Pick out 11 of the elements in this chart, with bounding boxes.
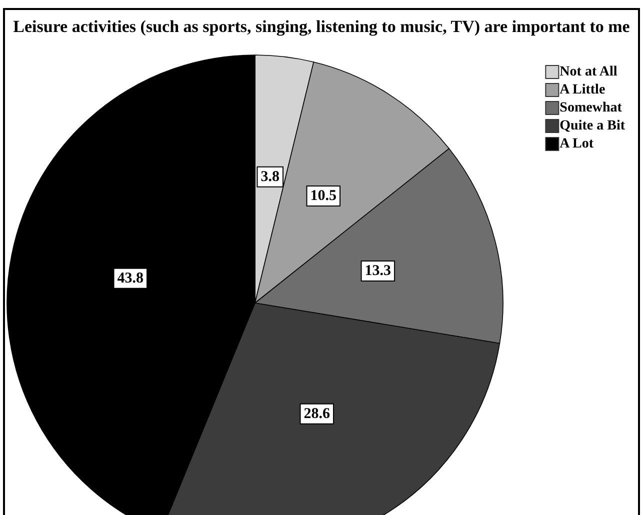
legend-label: Not at All xyxy=(560,64,618,80)
legend-label: A Little xyxy=(560,82,606,98)
data-label: 10.5 xyxy=(310,188,337,204)
legend-label: Somewhat xyxy=(560,100,622,116)
data-label: 43.8 xyxy=(117,270,144,286)
legend-label: Quite a Bit xyxy=(560,118,626,134)
data-label: 28.6 xyxy=(304,406,331,422)
chart-title: Leisure activities (such as sports, singing, listening to music, TV) are important to me xyxy=(13,17,630,36)
data-label: 3.8 xyxy=(260,168,280,185)
data-label: 13.3 xyxy=(364,263,392,280)
legend-label: A Lot xyxy=(560,136,594,152)
